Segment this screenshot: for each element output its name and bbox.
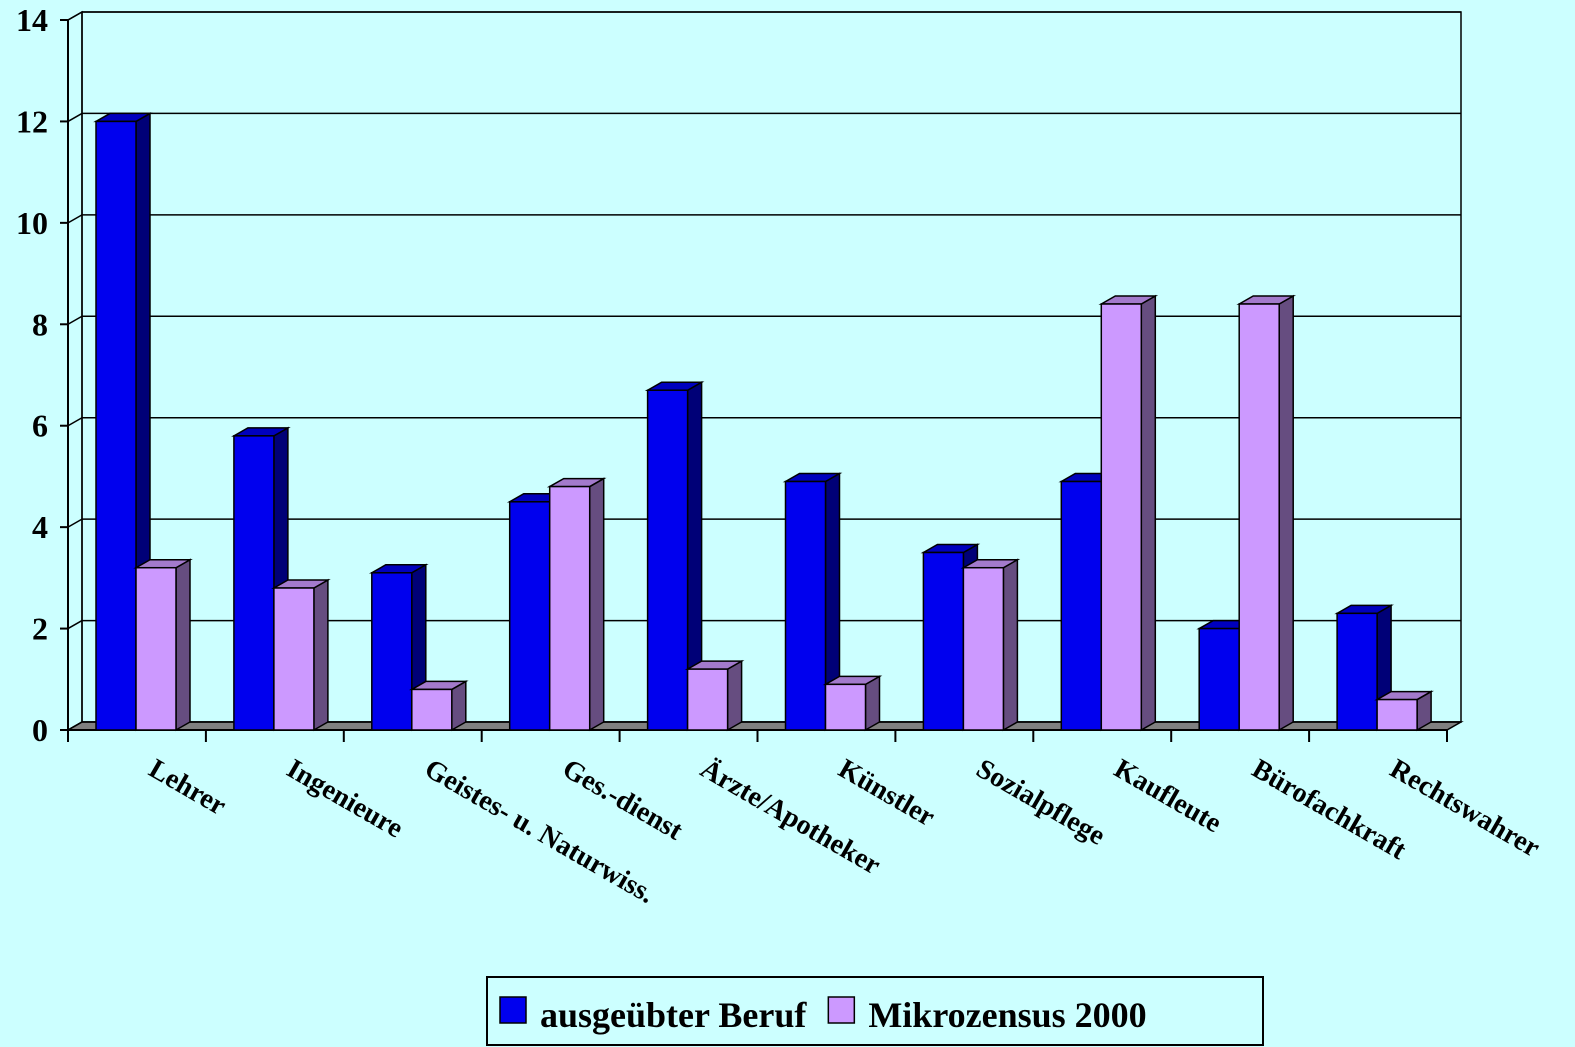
bar [686, 668, 729, 731]
bar-side [1002, 558, 1019, 732]
x-tick-label: Ges.-dienst [557, 753, 688, 847]
y-tick-label: 2 [32, 611, 48, 647]
bar [273, 587, 315, 731]
legend-swatch [499, 996, 527, 1024]
bar-side [313, 578, 329, 732]
bar-side [175, 558, 191, 732]
bar-side [726, 659, 743, 732]
bar [95, 120, 137, 731]
bar [548, 485, 591, 731]
bar [508, 501, 551, 731]
legend-label: Mikrozensus 2000 [868, 995, 1146, 1035]
y-tick-label: 12 [16, 103, 48, 139]
bar-side [588, 477, 605, 732]
grid-line-side [67, 417, 83, 427]
x-tick-label: Geistes- u. Naturwiss. [419, 753, 659, 910]
grid-line-side [67, 214, 83, 224]
legend-box [486, 976, 1264, 1046]
bar [1376, 698, 1418, 731]
bar [922, 551, 965, 731]
legend-swatch [827, 996, 856, 1024]
y-tick-label: 14 [16, 2, 48, 38]
grid-line-side [67, 518, 83, 528]
bar [135, 566, 177, 731]
bar [824, 683, 867, 731]
x-tick-label: Kaufleute [1109, 753, 1227, 839]
x-tick-label: Ingenieure [281, 753, 408, 844]
y-tick-label: 4 [32, 509, 48, 545]
bar [646, 389, 689, 731]
bar [1238, 303, 1280, 731]
bar [1060, 480, 1103, 731]
grid-line-side [67, 721, 83, 731]
grid-line-side [67, 11, 83, 21]
bar-side [1140, 294, 1157, 732]
bar [233, 435, 275, 731]
legend-label: ausgeübter Beruf [540, 995, 807, 1035]
x-tick-label: Lehrer [143, 753, 231, 822]
bar [962, 566, 1005, 731]
grid-line-side [67, 112, 83, 123]
y-tick-label: 8 [32, 306, 48, 342]
bar [1100, 303, 1143, 731]
bar [784, 480, 827, 731]
bar [1198, 627, 1240, 731]
grid-line-side [67, 315, 83, 325]
x-tick-label: Bürofachkraft [1247, 753, 1412, 866]
y-tick-label: 10 [16, 205, 48, 241]
bar-side [1278, 294, 1294, 732]
bar [411, 688, 453, 731]
bar-side [864, 675, 881, 732]
x-tick-label: Rechtswahrer [1385, 753, 1546, 864]
x-tick-label: Sozialpflege [971, 753, 1110, 851]
bar [371, 572, 413, 731]
grid-line-side [67, 619, 83, 630]
bar [1336, 612, 1378, 731]
y-tick-label: 6 [32, 408, 48, 444]
y-tick-label: 0 [32, 712, 48, 748]
x-tick-label: Künstler [833, 753, 940, 833]
